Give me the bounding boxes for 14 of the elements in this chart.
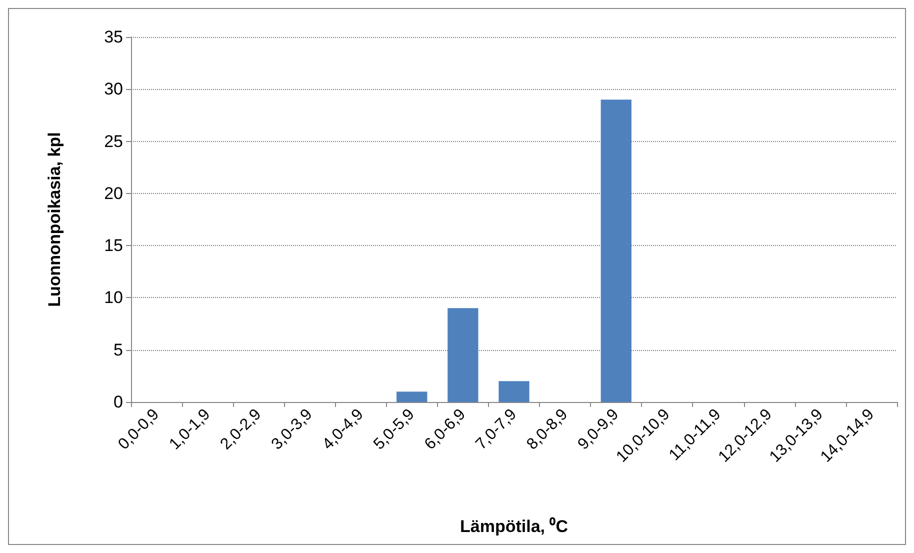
y-tick-label: 5 — [114, 340, 123, 360]
bar — [600, 100, 632, 402]
bar — [396, 392, 428, 402]
y-tick-label: 0 — [114, 392, 123, 412]
y-tick-label: 30 — [104, 80, 123, 99]
y-axis-title: Luonnonpoikasia, kpl — [45, 132, 64, 307]
y-tick-label: 10 — [104, 288, 123, 308]
y-tick-label: 20 — [104, 184, 123, 203]
x-axis-title: Lämpötila, ⁰C — [460, 517, 568, 536]
y-tick-label: 15 — [104, 236, 123, 256]
y-tick-label: 25 — [104, 132, 123, 151]
y-tick-label: 35 — [104, 28, 123, 46]
bar — [498, 381, 530, 402]
bar — [448, 308, 478, 402]
